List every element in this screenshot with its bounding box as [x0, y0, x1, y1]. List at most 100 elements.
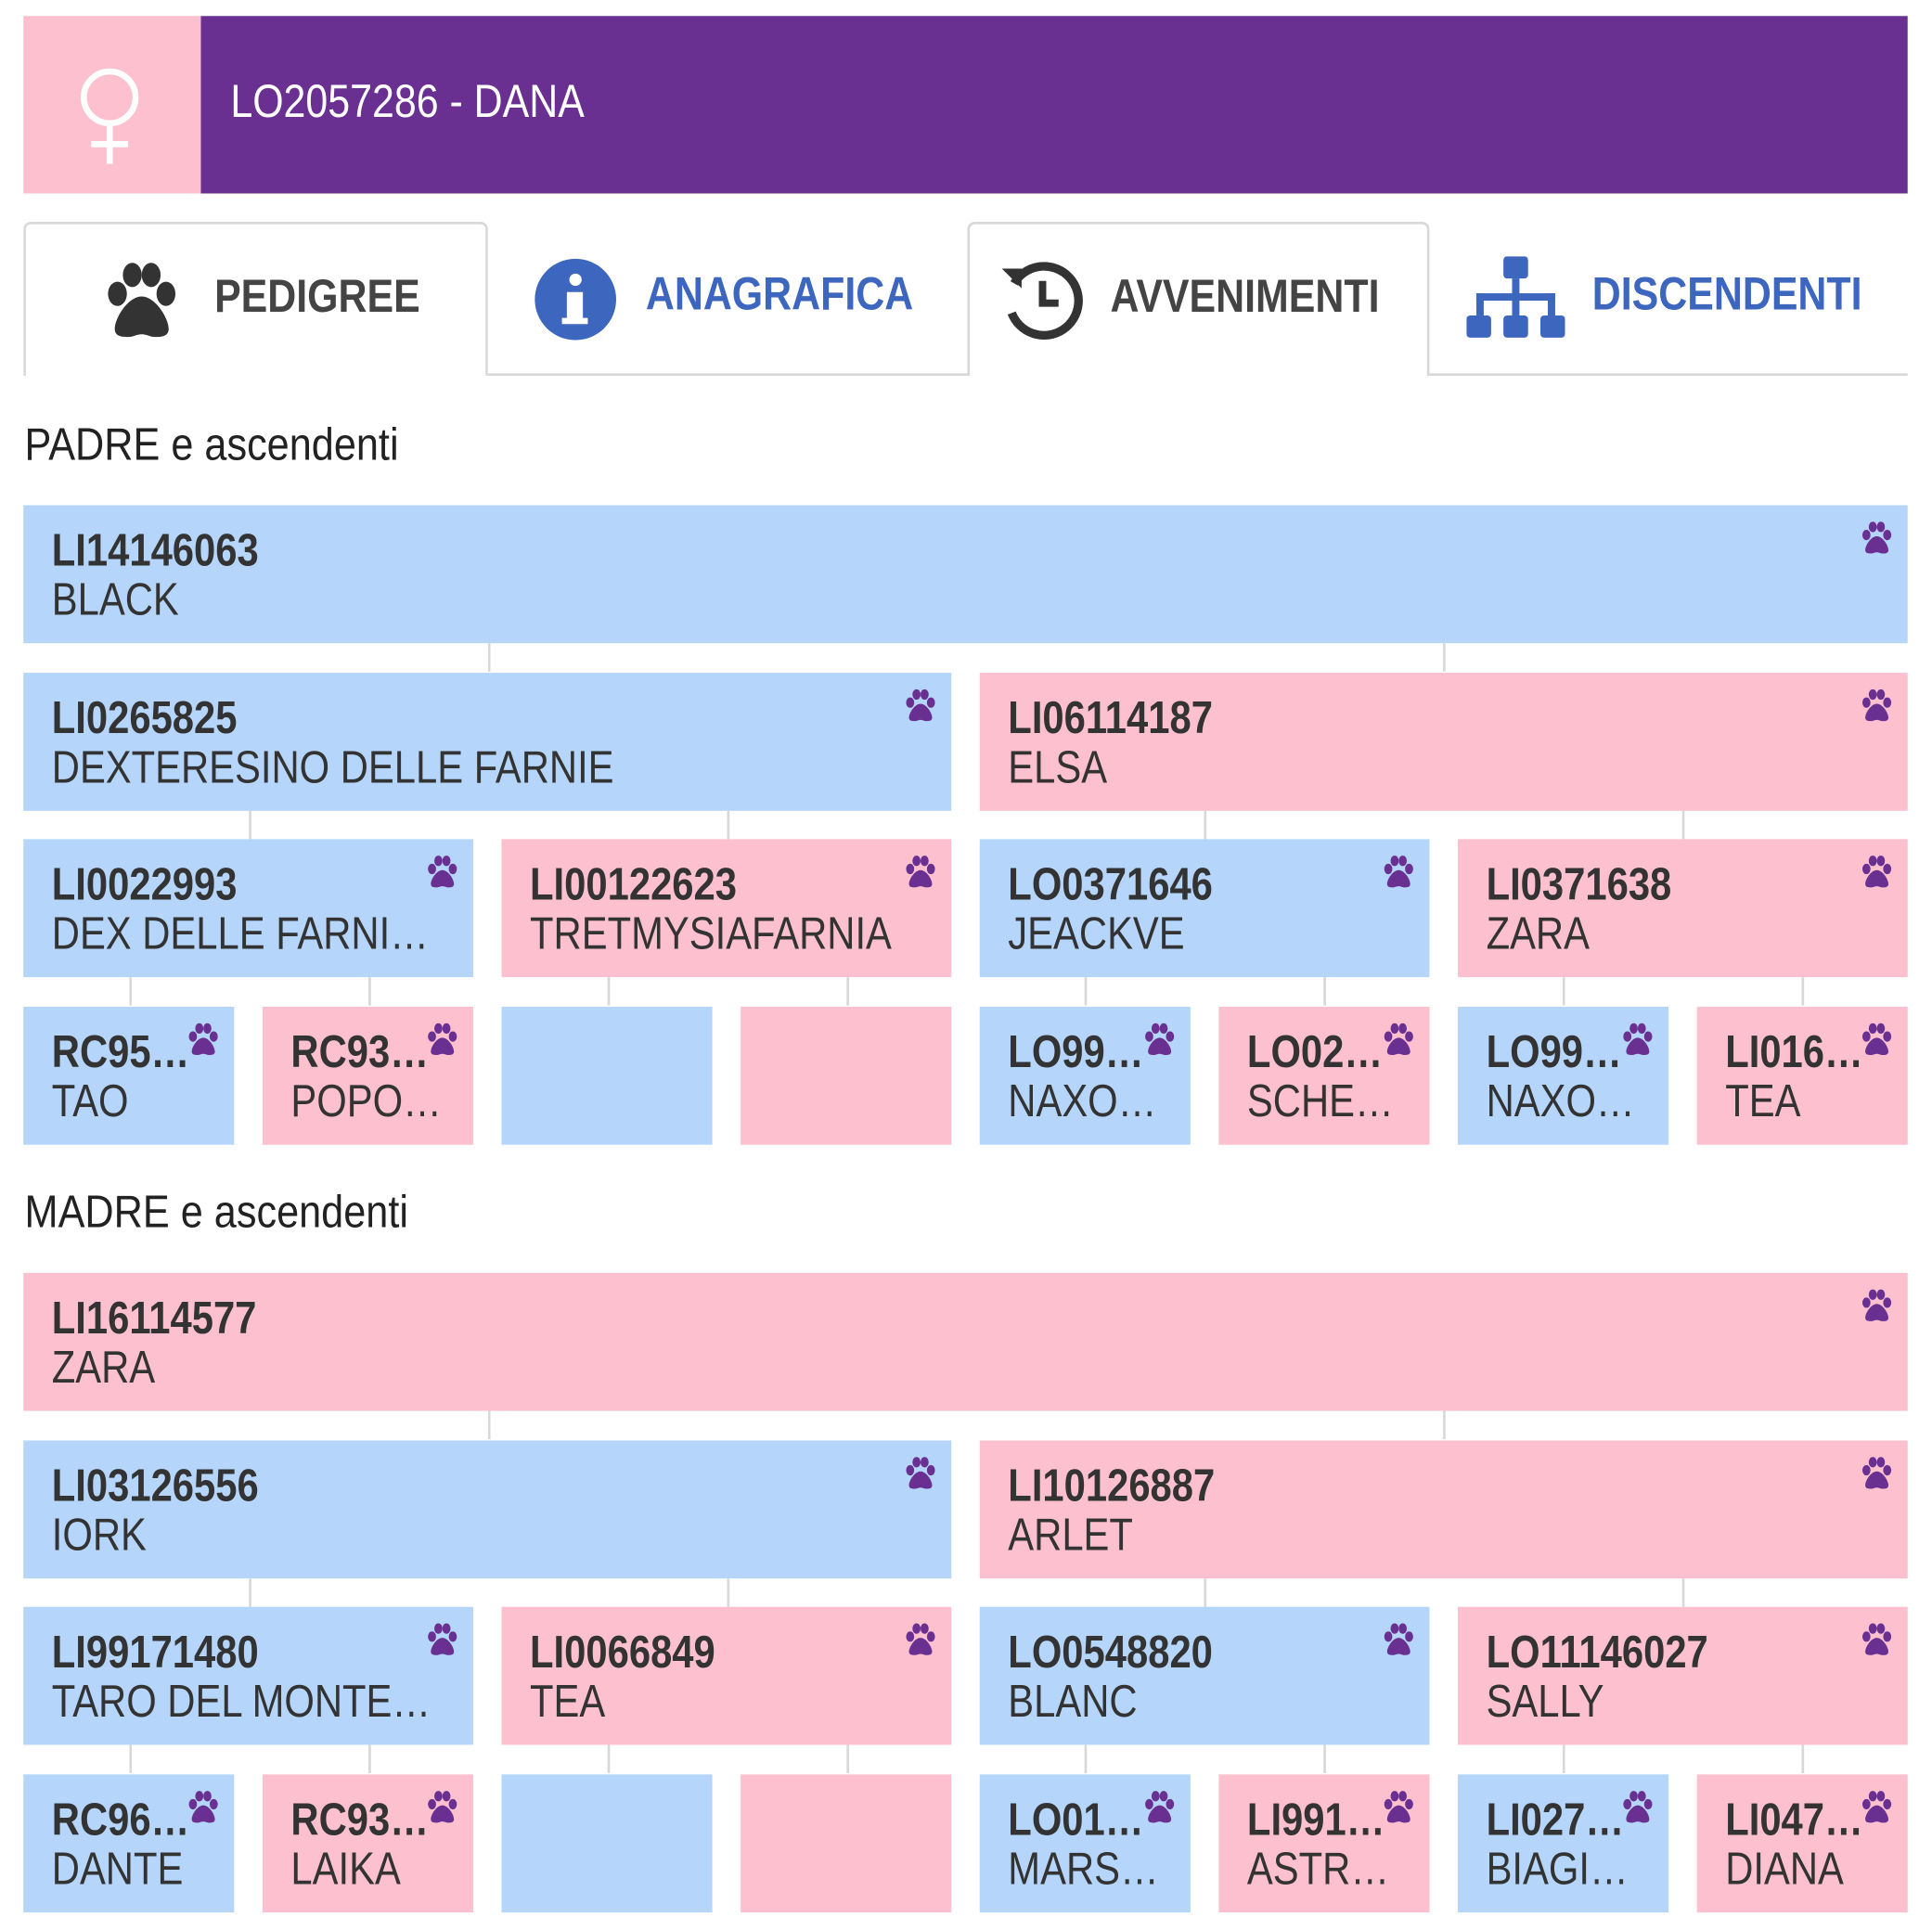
connector — [726, 1578, 729, 1607]
pedigree-card[interactable]: LI06114187 ELSA — [979, 673, 1908, 811]
pedigree-card[interactable]: LO0548820 BLANC — [979, 1606, 1430, 1745]
tab-label[interactable]: ANAGRAFICA — [645, 268, 914, 321]
card-name: TAO — [51, 1075, 129, 1126]
tab[interactable]: PEDIGREE — [23, 222, 488, 377]
card-code: RC93… — [290, 1026, 429, 1077]
card-name: NAXO… — [1486, 1075, 1635, 1126]
card-code: LI16114577 — [51, 1293, 257, 1344]
connector — [487, 1410, 491, 1440]
sitemap-icon — [1466, 256, 1565, 338]
paw-icon — [902, 1455, 939, 1492]
pedigree-card — [740, 1774, 952, 1913]
paw-icon — [1381, 1622, 1418, 1659]
connector — [1085, 977, 1088, 1006]
pedigree-card[interactable]: LO0371646 JEACKVE — [979, 839, 1430, 978]
card-code: LI00122623 — [529, 858, 737, 910]
paw-icon — [1859, 520, 1896, 557]
connector — [1443, 1410, 1447, 1440]
pedigree-card[interactable]: LI0371638 ZARA — [1457, 839, 1908, 978]
connector — [1563, 977, 1566, 1006]
pedigree-card[interactable]: LI0265825 DEXTERESINO DELLE FARNIE — [23, 673, 952, 811]
tab-label[interactable]: DISCENDENTI — [1591, 268, 1862, 321]
paw-icon — [1859, 1622, 1896, 1659]
card-name: TEA — [529, 1676, 606, 1727]
paw-icon — [902, 1622, 939, 1659]
card-code: LO0548820 — [1007, 1626, 1213, 1678]
paw-icon — [1859, 1022, 1896, 1059]
connector — [1801, 1744, 1805, 1773]
pedigree-card[interactable]: LI027… BIAGI… — [1457, 1774, 1669, 1913]
pedigree-card[interactable]: LO02… SCHE… — [1217, 1006, 1430, 1145]
pedigree-card[interactable]: RC93… LAIKA — [262, 1774, 474, 1913]
connector — [607, 1744, 610, 1773]
card-code: LI047… — [1724, 1794, 1863, 1846]
pedigree-card — [501, 1774, 713, 1913]
card-name: ASTR… — [1246, 1843, 1389, 1895]
info-icon — [535, 258, 616, 341]
pedigree-card — [740, 1006, 952, 1145]
tab[interactable]: AVVENIMENTI — [967, 222, 1430, 377]
pedigree-card[interactable]: RC96… DANTE — [23, 1774, 235, 1913]
header-bar — [200, 16, 1908, 194]
pedigree-card[interactable]: LI047… DIANA — [1696, 1774, 1908, 1913]
card-code: LO02… — [1246, 1026, 1383, 1077]
connector — [1204, 1578, 1207, 1607]
card-code: LI06114187 — [1007, 692, 1213, 743]
card-name: TARO DEL MONTE… — [51, 1676, 431, 1727]
pedigree-card[interactable]: LI991… ASTR… — [1217, 1774, 1430, 1913]
card-code: LI027… — [1486, 1794, 1624, 1846]
tab-label[interactable]: AVVENIMENTI — [1110, 271, 1380, 323]
card-code: RC95… — [51, 1026, 190, 1077]
pedigree-card[interactable]: LI00122623 TRETMYSIAFARNIA — [501, 839, 952, 978]
card-code: LI016… — [1724, 1026, 1863, 1077]
tab[interactable]: DISCENDENTI — [1429, 222, 1908, 377]
card-name: LAIKA — [290, 1843, 401, 1895]
paw-icon — [902, 688, 939, 725]
connector — [845, 1744, 849, 1773]
pedigree-card[interactable]: LI0066849 TEA — [501, 1606, 952, 1745]
connector — [607, 977, 610, 1006]
card-name: ELSA — [1007, 741, 1107, 792]
connector — [367, 1744, 371, 1773]
pedigree-card[interactable]: LI10126887 ARLET — [979, 1440, 1908, 1579]
paw-icon — [1859, 1789, 1896, 1826]
connector — [487, 643, 491, 672]
paw-icon — [186, 1789, 223, 1826]
card-name: TRETMYSIAFARNIA — [529, 907, 892, 959]
paw-icon — [1141, 1022, 1179, 1059]
paw-icon — [1859, 1288, 1896, 1325]
pedigree-card[interactable]: LI016… TEA — [1696, 1006, 1908, 1145]
paw-icon — [186, 1022, 223, 1059]
card-name: ZARA — [51, 1342, 156, 1393]
pedigree-card[interactable]: LO11146027 SALLY — [1457, 1606, 1908, 1745]
pedigree-card[interactable]: LO01… MARS… — [979, 1774, 1191, 1913]
card-name: SCHE… — [1246, 1075, 1394, 1126]
pedigree-card[interactable]: LI0022993 DEX DELLE FARNI… — [23, 839, 474, 978]
connector — [1682, 1578, 1685, 1607]
paw-icon — [424, 854, 461, 891]
section-title: PADRE e ascendenti — [24, 418, 399, 470]
card-name: NAXO… — [1007, 1075, 1157, 1126]
pedigree-card — [501, 1006, 713, 1145]
pedigree-card[interactable]: RC95… TAO — [23, 1006, 235, 1145]
card-name: DEXTERESINO DELLE FARNIE — [51, 741, 614, 792]
paw-icon — [1141, 1789, 1179, 1826]
pedigree-card[interactable]: LO99… NAXO… — [979, 1006, 1191, 1145]
paw-icon — [95, 259, 188, 345]
card-code: LI0066849 — [529, 1626, 715, 1678]
paw-icon — [1859, 1455, 1896, 1492]
pedigree-card[interactable]: LI14146063 BLACK — [23, 505, 1908, 644]
paw-icon — [1619, 1789, 1656, 1826]
pedigree-card[interactable]: RC93… POPO… — [262, 1006, 474, 1145]
pedigree-card[interactable]: LI16114577 ZARA — [23, 1272, 1908, 1411]
pedigree-card[interactable]: LO99… NAXO… — [1457, 1006, 1669, 1145]
connector — [1563, 1744, 1566, 1773]
tab[interactable]: ANAGRAFICA — [487, 222, 968, 377]
card-name: POPO… — [290, 1075, 442, 1126]
pedigree-card[interactable]: LI03126556 IORK — [23, 1440, 952, 1579]
card-code: RC93… — [290, 1794, 429, 1846]
connector — [1323, 977, 1327, 1006]
pedigree-card[interactable]: LI99171480 TARO DEL MONTE… — [23, 1606, 474, 1745]
tab-label[interactable]: PEDIGREE — [214, 271, 420, 323]
